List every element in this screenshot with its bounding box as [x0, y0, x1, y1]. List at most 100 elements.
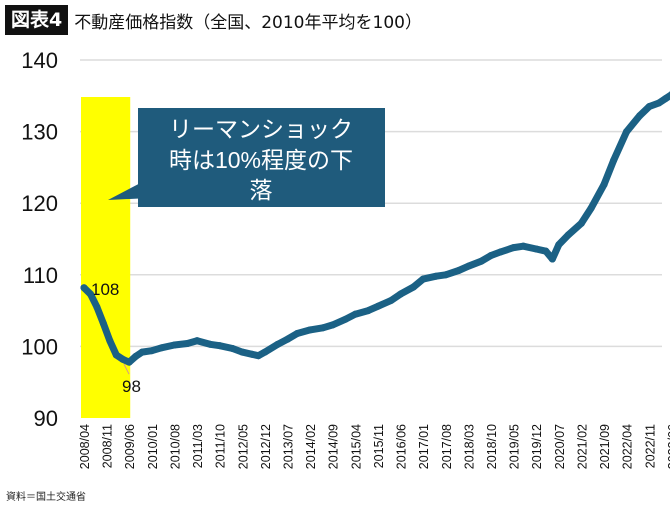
x-tick-label: 2018/10 [485, 424, 499, 469]
x-tick-label: 2020/07 [553, 424, 567, 469]
data-point [610, 156, 618, 164]
data-point [487, 251, 495, 259]
data-point [229, 345, 237, 353]
data-point [183, 340, 191, 348]
data-point [397, 290, 405, 298]
data-point [645, 103, 653, 111]
data-point [112, 351, 120, 359]
data-point [206, 340, 214, 348]
data-point [193, 337, 201, 345]
x-tick-label: 2017/08 [440, 424, 454, 469]
x-tick-label: 2008/04 [78, 424, 92, 469]
data-point [455, 267, 463, 275]
x-tick-label: 2023/06 [666, 424, 670, 469]
callout-line-1: リーマンショック [169, 116, 353, 142]
x-tick-label: 2015/04 [349, 424, 363, 469]
data-point [442, 271, 450, 279]
y-tick-label: 90 [34, 406, 58, 431]
x-tick-label: 2009/06 [123, 424, 137, 469]
data-point [238, 348, 246, 356]
data-point [216, 342, 224, 350]
data-point [636, 112, 644, 120]
data-point [274, 340, 282, 348]
data-point [587, 204, 595, 212]
data-point [464, 262, 472, 270]
data-point [364, 307, 372, 315]
data-point [387, 297, 395, 305]
x-tick-label: 2019/12 [530, 424, 544, 469]
data-point [99, 319, 107, 327]
x-tick-label: 2014/09 [327, 424, 341, 469]
data-point [261, 348, 269, 356]
x-tick-label: 2017/01 [417, 424, 431, 469]
data-point [254, 352, 262, 360]
data-point [132, 352, 140, 360]
callout-line-2: 時は10%程度の下 [169, 147, 353, 173]
x-tick-label: 2011/03 [191, 424, 205, 468]
annotation-min-value: 98 [122, 377, 141, 396]
data-point [532, 245, 540, 253]
data-point [329, 321, 337, 329]
data-point [106, 337, 114, 345]
y-tick-label: 140 [21, 48, 58, 73]
data-point [565, 231, 572, 239]
title-row: 図表4 不動産価格指数（全国、2010年平均を100） [5, 5, 422, 35]
callout-box [138, 108, 385, 207]
annotation-leader-line [123, 363, 130, 375]
x-tick-label: 2022/04 [621, 424, 635, 469]
x-tick-label: 2010/01 [146, 424, 160, 469]
x-tick-label: 2015/11 [372, 424, 386, 468]
data-points [80, 91, 670, 366]
x-tick-label: 2013/07 [281, 424, 295, 469]
y-tick-label: 110 [23, 263, 58, 288]
x-tick-label: 2018/03 [462, 424, 476, 469]
x-axis-ticks: 2008/04 2008/11 2009/06 2010/01 2010/08 2011/… [78, 424, 670, 469]
data-point [148, 347, 156, 355]
data-point [600, 181, 608, 189]
data-point [342, 315, 350, 323]
x-tick-label: 2022/11 [643, 424, 657, 468]
data-point [138, 348, 146, 356]
chart-title: 不動産価格指数（全国、2010年平均を100） [74, 12, 422, 33]
y-axis-ticks: 90 100 110 120 130 140 [21, 48, 58, 431]
x-tick-label: 2021/09 [598, 424, 612, 469]
data-point [555, 241, 563, 249]
y-tick-label: 100 [21, 334, 58, 359]
data-point [542, 247, 550, 255]
callout-line-3: 落 [250, 177, 273, 203]
source-note: 資料＝国土交通省 [6, 492, 86, 503]
annotation-start-value: 108 [91, 280, 119, 299]
x-tick-label: 2012/12 [259, 424, 273, 469]
data-point [519, 242, 527, 250]
data-point [93, 303, 101, 311]
data-point [80, 284, 88, 292]
data-point [125, 358, 133, 366]
figure-badge: 図表4 [5, 5, 69, 35]
data-point [432, 272, 440, 280]
data-point [119, 355, 127, 363]
data-point [319, 324, 327, 332]
data-point [655, 99, 663, 107]
x-tick-label: 2019/05 [508, 424, 522, 469]
data-point [283, 335, 291, 343]
x-tick-label: 2021/02 [575, 424, 589, 469]
x-tick-label: 2016/06 [395, 424, 409, 469]
y-tick-label: 130 [21, 120, 58, 145]
data-point [158, 344, 166, 352]
data-point [374, 302, 382, 310]
data-point [419, 275, 427, 283]
y-tick-label: 120 [21, 191, 58, 216]
data-point [351, 310, 359, 318]
data-point [409, 283, 417, 291]
data-point [548, 255, 556, 263]
data-point [293, 330, 301, 338]
data-point [661, 95, 669, 103]
data-point [248, 350, 256, 358]
data-point [510, 244, 518, 252]
recession-highlight-band [81, 97, 131, 418]
callout: リーマンショック 時は10%程度の下 落 [108, 108, 385, 207]
x-tick-label: 2008/11 [101, 424, 115, 468]
x-tick-label: 2011/10 [214, 424, 228, 468]
